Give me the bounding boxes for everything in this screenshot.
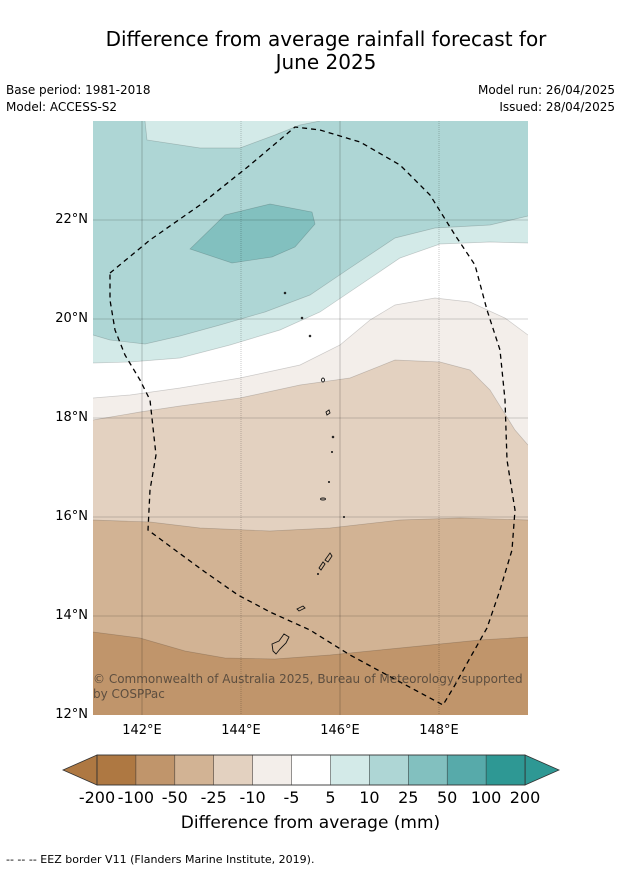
island <box>327 480 331 484</box>
colorbar-segment <box>252 754 293 786</box>
colorbar <box>62 754 560 786</box>
island <box>330 450 334 454</box>
base-period-text: Base period: 1981-2018 <box>6 83 151 97</box>
graticule <box>93 121 528 715</box>
island <box>296 605 306 612</box>
colorbar-tick-label: 100 <box>470 788 502 807</box>
island <box>342 515 346 519</box>
colorbar-tick-label: -10 <box>239 788 266 807</box>
model-run-text: Model run: 26/04/2025 <box>477 83 615 97</box>
colorbar-tick-label: -200 <box>78 788 116 807</box>
island <box>308 334 312 338</box>
title-line-2: June 2025 <box>275 50 377 74</box>
lon-label-142e: 142°E <box>122 723 162 738</box>
island <box>321 377 325 383</box>
colorbar-extend-high <box>524 754 560 786</box>
lat-label-16n: 16°N <box>55 509 88 524</box>
colorbar-segment <box>369 754 409 786</box>
colorbar-frame <box>96 754 526 786</box>
islands <box>271 291 346 655</box>
colorbar-segment <box>446 754 487 786</box>
colorbar-segment <box>291 754 332 786</box>
island <box>283 291 287 295</box>
colorbar-tick-label: -5 <box>283 788 300 807</box>
issued-text: Issued: 28/04/2025 <box>499 100 615 114</box>
colorbar-segment <box>135 754 176 786</box>
model-text: Model: ACCESS-S2 <box>6 100 118 114</box>
meta-right: Model run: 26/04/2025 Issued: 28/04/2025 <box>478 82 615 116</box>
dry-100-region <box>93 632 528 715</box>
lat-label-12n: 12°N <box>55 707 88 722</box>
colorbar-tick-label: 200 <box>509 788 541 807</box>
island <box>320 497 326 501</box>
lon-label-144e: 144°E <box>221 723 261 738</box>
island <box>300 316 304 320</box>
colorbar-tick-label: 10 <box>359 788 380 807</box>
colorbar-tick-label: 5 <box>325 788 336 807</box>
island <box>318 561 326 571</box>
map-title: Difference from average rainfall forecas… <box>0 28 621 74</box>
colorbar-segment <box>330 754 370 786</box>
eez-legend-note: -- -- -- EEZ border V11 (Flanders Marine… <box>6 853 315 866</box>
colorbar-tick-label: -50 <box>161 788 188 807</box>
lat-label-22n: 22°N <box>55 212 88 227</box>
lat-label-20n: 20°N <box>55 311 88 326</box>
colorbar-segment <box>213 754 254 786</box>
island <box>324 552 333 563</box>
colorbar-segment <box>408 754 448 786</box>
lat-label-14n: 14°N <box>55 608 88 623</box>
colorbar-tick-label: -100 <box>117 788 155 807</box>
lon-label-148e: 148°E <box>419 723 459 738</box>
colorbar-tick-label: -25 <box>200 788 227 807</box>
colorbar-extend-low <box>62 754 98 786</box>
wet-50-region <box>190 204 315 263</box>
lat-label-18n: 18°N <box>55 410 88 425</box>
colorbar-segment <box>96 754 137 786</box>
eez-border <box>109 126 516 706</box>
colorbar-tick-label: 50 <box>437 788 458 807</box>
colorbar-tick-label: 25 <box>398 788 419 807</box>
island <box>331 435 335 439</box>
wet-25-region <box>93 121 528 344</box>
colorbar-title: Difference from average (mm) <box>180 813 441 833</box>
island <box>325 409 331 416</box>
guam-island <box>271 633 290 655</box>
island <box>316 572 320 576</box>
colorbar-segment <box>485 754 526 786</box>
meta-left: Base period: 1981-2018 Model: ACCESS-S2 <box>6 82 151 116</box>
copyright-text: © Commonwealth of Australia 2025, Bureau… <box>93 672 523 701</box>
contour-lines <box>93 121 528 660</box>
title-line-1: Difference from average rainfall forecas… <box>105 27 547 51</box>
lon-label-146e: 146°E <box>320 723 360 738</box>
colorbar-segment <box>174 754 215 786</box>
map-panel <box>93 121 528 715</box>
